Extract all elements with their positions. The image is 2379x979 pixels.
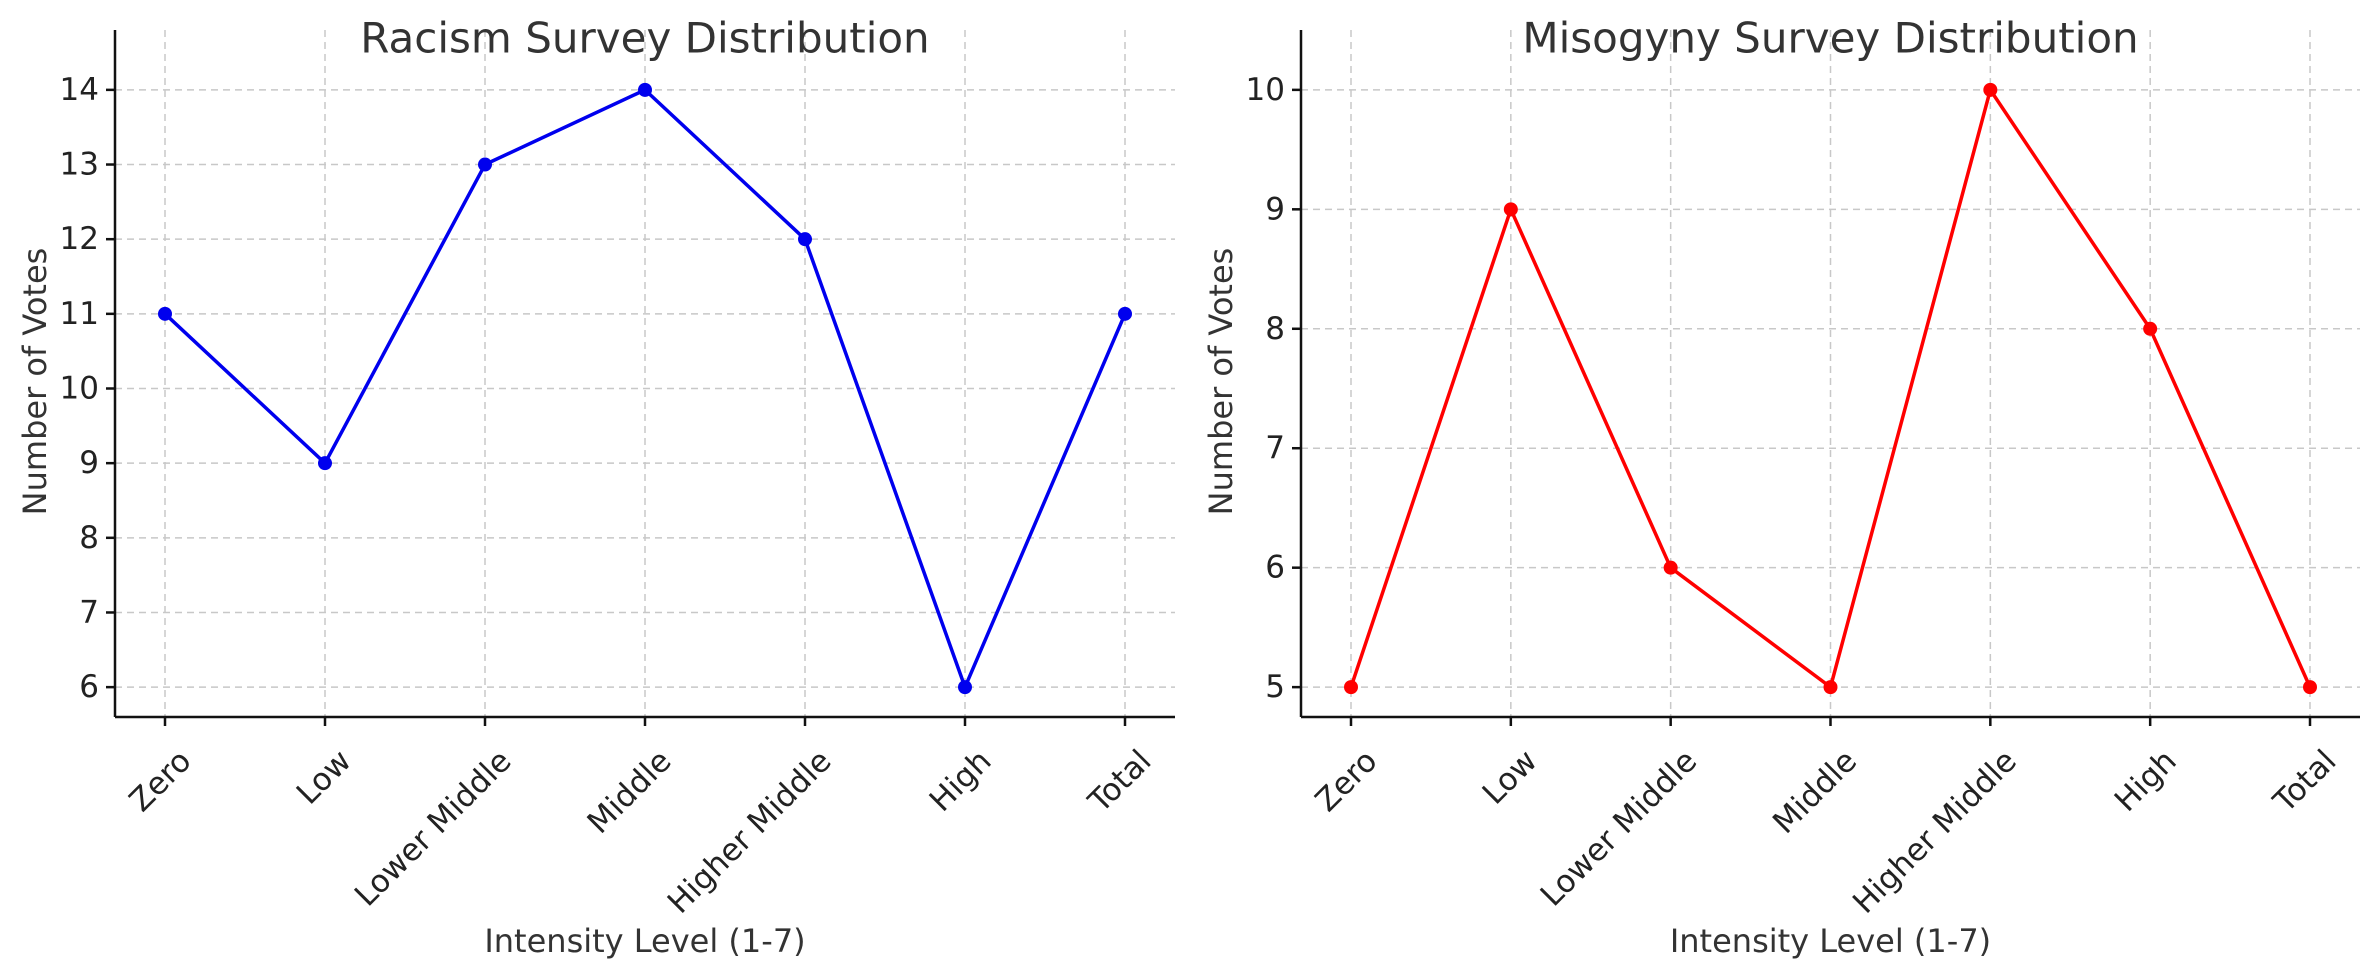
x-tick-label: Total (1081, 743, 1158, 820)
y-tick-label: 12 (60, 221, 99, 257)
misogyny-data-point (1344, 680, 1358, 695)
x-tick-label: High (2108, 743, 2184, 819)
y-tick-label: 9 (1265, 191, 1285, 227)
racism-data-point (1118, 306, 1132, 321)
x-tick-label: High (923, 743, 999, 819)
y-tick-label: 7 (1265, 430, 1285, 466)
x-tick-label: Zero (1309, 743, 1385, 819)
y-axis-label: Number of Votes (16, 248, 54, 516)
x-tick-label: Higher Middle (661, 743, 839, 921)
x-tick-label: Total (2266, 743, 2343, 820)
y-tick-label: 5 (1265, 669, 1285, 705)
y-axis-label: Number of Votes (1202, 248, 1240, 516)
y-tick-label: 8 (79, 520, 99, 556)
x-tick-label: Middle (1766, 743, 1864, 841)
x-axis-label: Intensity Level (1-7) (484, 922, 805, 960)
racism-data-point (478, 157, 492, 172)
x-tick-label: Middle (581, 743, 679, 841)
x-tick-label: Low (290, 743, 359, 812)
racism-data-point (318, 456, 332, 471)
x-axis-label: Intensity Level (1-7) (1670, 922, 1991, 960)
y-tick-label: 7 (79, 594, 99, 630)
y-tick-label: 8 (1265, 311, 1285, 347)
misogyny-data-point (1823, 680, 1838, 695)
x-tick-label: Higher Middle (1846, 743, 2024, 921)
chart-title: Racism Survey Distribution (360, 14, 929, 63)
x-tick-label: Zero (123, 743, 199, 819)
misogyny-data-point (1663, 560, 1678, 575)
y-tick-label: 11 (60, 296, 99, 332)
racism-data-point (958, 680, 972, 695)
misogyny-data-point (2143, 321, 2158, 336)
misogyny-data-point (1503, 202, 1518, 217)
racism-data-point (158, 306, 172, 321)
y-tick-label: 14 (60, 72, 99, 108)
chart-title: Misogyny Survey Distribution (1522, 14, 2138, 63)
y-tick-label: 9 (79, 445, 99, 481)
racism-data-point (798, 232, 812, 247)
y-tick-label: 10 (1246, 72, 1285, 108)
y-tick-label: 13 (60, 147, 99, 183)
y-tick-label: 6 (79, 669, 99, 705)
racism-data-point (638, 82, 652, 97)
y-tick-label: 6 (1265, 550, 1285, 586)
x-tick-label: Low (1476, 743, 1545, 812)
x-tick-label: Lower Middle (1534, 743, 1705, 914)
x-tick-label: Lower Middle (348, 743, 519, 914)
misogyny-data-point (1983, 82, 1998, 97)
misogyny-data-point (2303, 680, 2317, 695)
y-tick-label: 10 (60, 371, 99, 407)
